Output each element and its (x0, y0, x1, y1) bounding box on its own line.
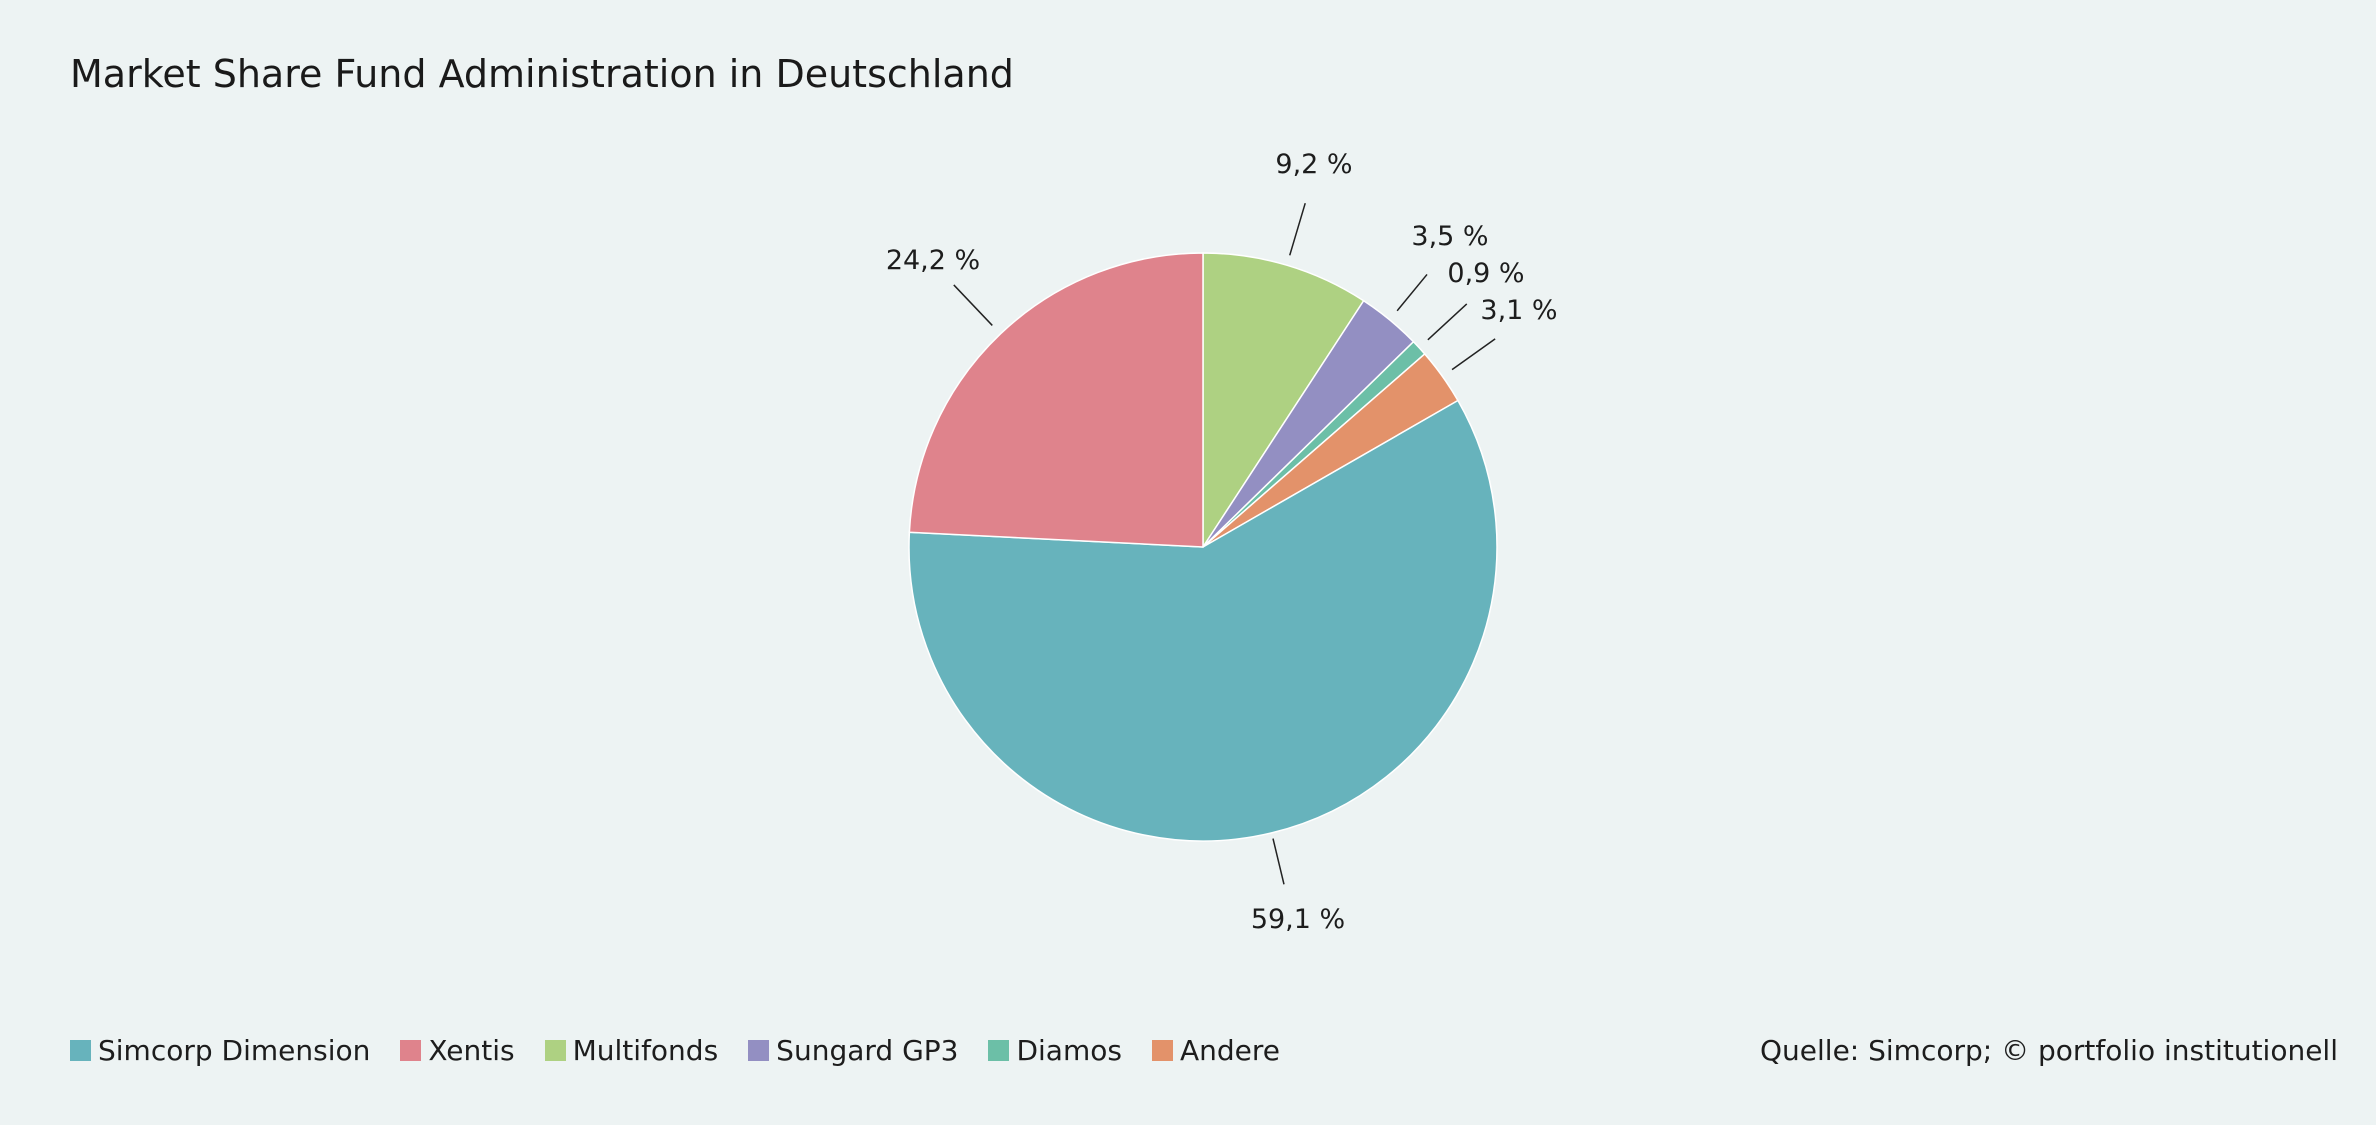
legend-item-sungard-gp3: Sungard GP3 (748, 1034, 958, 1067)
legend-label: Diamos (1016, 1034, 1122, 1067)
data-label: 0,9 % (1447, 258, 1524, 289)
leader-line (1427, 303, 1468, 341)
leader-line (1272, 838, 1285, 885)
legend-swatch (1151, 1040, 1173, 1061)
data-label: 3,5 % (1411, 221, 1488, 252)
legend-label: Andere (1179, 1034, 1280, 1067)
legend-item-simcorp-dimension: Simcorp Dimension (70, 1034, 370, 1067)
data-label: 9,2 % (1275, 149, 1352, 180)
data-label: 3,1 % (1480, 295, 1557, 326)
source-note: Quelle: Simcorp; © portfolio institution… (1760, 1034, 2338, 1067)
legend-swatch (748, 1040, 770, 1061)
legend-swatch (400, 1040, 422, 1061)
leader-line (953, 284, 993, 326)
legend-swatch (70, 1040, 91, 1061)
leader-line (1396, 273, 1428, 312)
legend-label: Multifonds (572, 1034, 719, 1067)
legend-swatch (544, 1040, 566, 1061)
legend-label: Sungard GP3 (776, 1034, 959, 1067)
legend: Simcorp Dimension Xentis Multifonds Sung… (70, 1034, 1310, 1067)
legend-label: Xentis (428, 1034, 515, 1067)
pie-slice-multifonds (1202, 252, 1365, 550)
leader-line (1289, 202, 1306, 256)
data-label: 59,1 % (1251, 904, 1345, 935)
legend-item-andere: Andere (1151, 1034, 1280, 1067)
data-label: 24,2 % (886, 245, 980, 276)
pie-slice-simcorp-dimension (908, 399, 1498, 842)
legend-label: Simcorp Dimension (98, 1034, 371, 1067)
legend-item-diamos: Diamos (988, 1034, 1122, 1067)
legend-item-multifonds: Multifonds (544, 1034, 719, 1067)
chart-title: Market Share Fund Administration in Deut… (70, 52, 1014, 96)
leader-line (1451, 338, 1496, 371)
legend-item-xentis: Xentis (400, 1034, 515, 1067)
pie-slice-xentis (908, 252, 1204, 548)
legend-swatch (988, 1040, 1010, 1061)
